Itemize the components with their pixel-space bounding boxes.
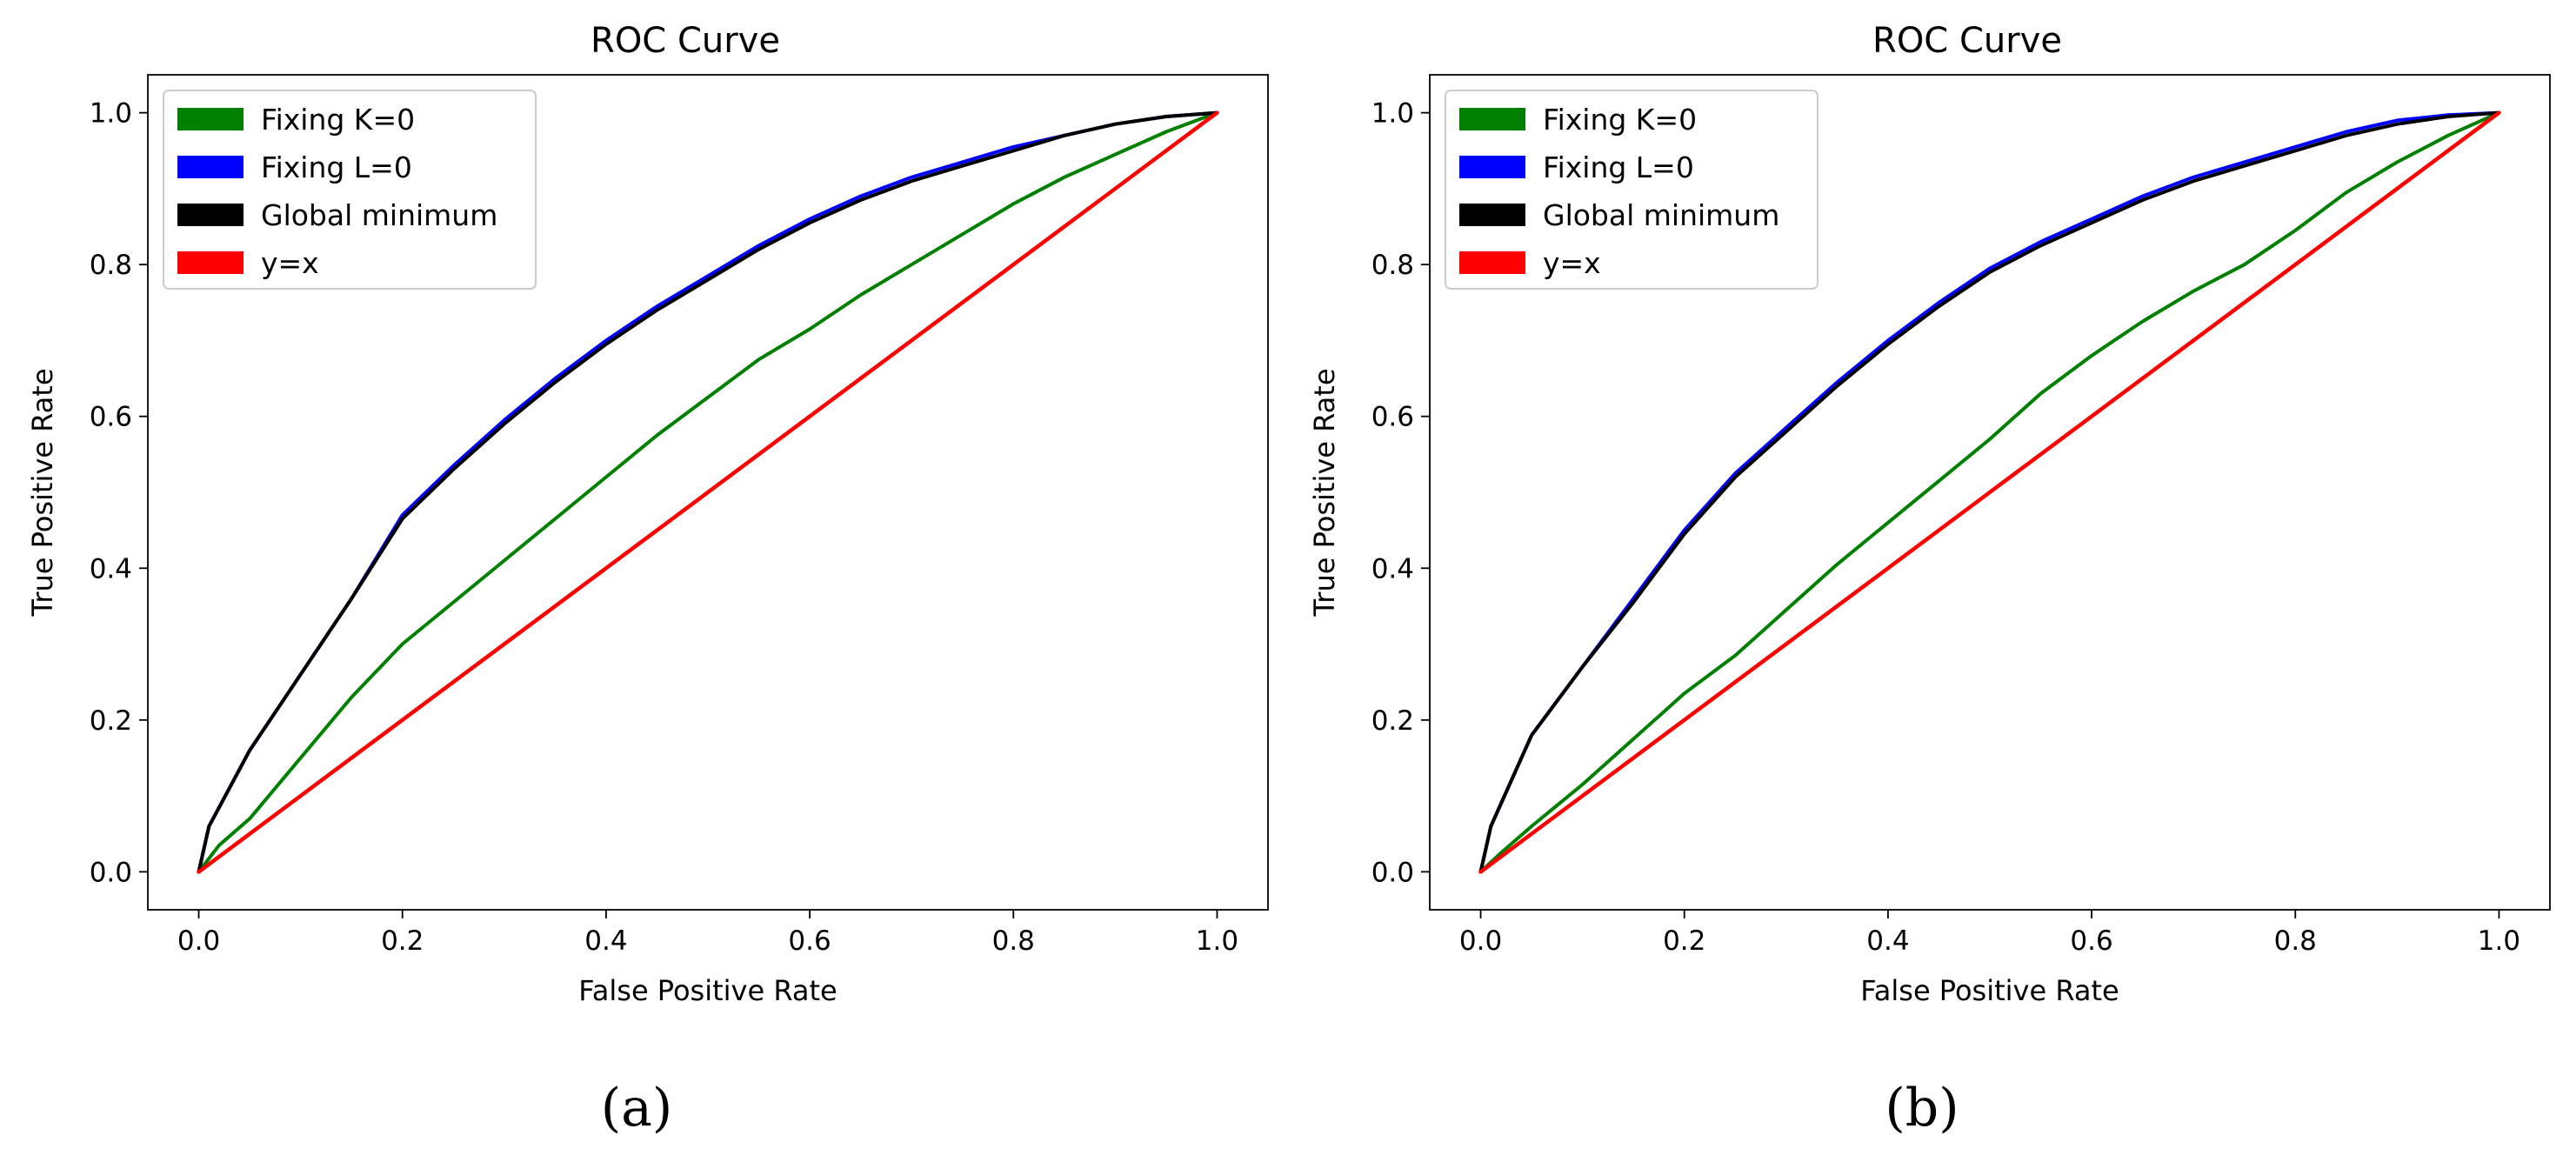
legend-label: Global minimum xyxy=(1543,198,1779,232)
legend-swatch xyxy=(1459,251,1525,274)
chart-panel-a: ROC Curve 0.0 0.2 0.4 0.6 0.8 1.0 0.0 0.2 0.4 0.… xyxy=(26,21,1269,1139)
chart-title: ROC Curve xyxy=(1872,21,2062,61)
legend-frame xyxy=(1445,90,1819,290)
y-tick-label: 0.2 xyxy=(90,705,132,737)
x-axis-label: False Positive Rate xyxy=(578,974,837,1007)
legend-swatch xyxy=(177,108,244,130)
y-tick-label: 1.0 xyxy=(1371,98,1414,130)
panel-caption: (b) xyxy=(1885,1078,1959,1139)
legend-label: Fixing K=0 xyxy=(261,103,415,137)
y-tick-label: 0.4 xyxy=(1371,553,1414,584)
legend-label: Fixing L=0 xyxy=(261,150,412,184)
x-tick-label: 0.6 xyxy=(788,925,831,957)
legend: Fixing K=0 Fixing L=0 Global minimum y=x xyxy=(163,90,537,290)
y-tick-label: 0.8 xyxy=(90,250,132,281)
plot-frame xyxy=(1429,74,2551,911)
y-tick-label: 0.0 xyxy=(90,857,132,888)
x-tick-label: 0.8 xyxy=(2274,925,2317,957)
legend-frame xyxy=(163,90,537,290)
x-tick-label: 0.6 xyxy=(2070,925,2112,957)
y-tick-label: 0.6 xyxy=(1371,402,1414,433)
x-tick-label: 0.8 xyxy=(992,925,1035,957)
legend-swatch xyxy=(177,251,244,274)
legend-swatch xyxy=(1459,204,1525,226)
series-line-global-minimum xyxy=(197,110,1219,874)
x-tick-label: 1.0 xyxy=(1196,925,1238,957)
series-line-y-x xyxy=(1478,110,2501,874)
x-axis-label: False Positive Rate xyxy=(1860,974,2119,1007)
x-tick-label: 0.2 xyxy=(1663,925,1705,957)
x-tick-label: 1.0 xyxy=(2478,925,2520,957)
legend: Fixing K=0 Fixing L=0 Global minimum y=x xyxy=(1445,90,1819,290)
y-tick-label: 0.4 xyxy=(90,553,132,584)
chart-panel-b: ROC Curve 0.0 0.2 0.4 0.6 0.8 1.0 0.0 0.2 0.4 0.… xyxy=(1308,21,2551,1139)
legend-swatch xyxy=(177,156,244,178)
series-line-fixing-k-0 xyxy=(1478,110,2501,874)
x-tick-label: 0.2 xyxy=(381,925,424,957)
y-tick-label: 0.8 xyxy=(1371,250,1414,281)
legend-label: Fixing K=0 xyxy=(1543,103,1697,137)
legend-label: Fixing L=0 xyxy=(1543,150,1694,184)
plot-frame xyxy=(147,74,1269,911)
x-tick-label: 0.4 xyxy=(1866,925,1909,957)
panel-caption: (a) xyxy=(601,1078,673,1139)
y-tick-label: 0.2 xyxy=(1371,705,1414,737)
legend-label: Global minimum xyxy=(261,198,497,232)
y-axis-label: True Positive Rate xyxy=(1308,368,1341,617)
y-tick-label: 0.0 xyxy=(1371,857,1414,888)
series-line-y-x xyxy=(197,110,1219,874)
legend-label: y=x xyxy=(261,246,319,280)
series-line-global-minimum xyxy=(1478,110,2501,874)
x-tick-label: 0.4 xyxy=(584,925,627,957)
legend-swatch xyxy=(177,204,244,226)
chart-title: ROC Curve xyxy=(591,21,780,61)
legend-swatch xyxy=(1459,156,1525,178)
legend-swatch xyxy=(1459,108,1525,130)
series-line-fixing-k-0 xyxy=(197,110,1219,874)
x-tick-label: 0.0 xyxy=(1459,925,1502,957)
y-axis-label: True Positive Rate xyxy=(26,368,59,617)
legend-label: y=x xyxy=(1543,246,1601,280)
x-tick-label: 0.0 xyxy=(177,925,220,957)
y-tick-label: 1.0 xyxy=(90,98,132,130)
y-tick-label: 0.6 xyxy=(90,402,132,433)
